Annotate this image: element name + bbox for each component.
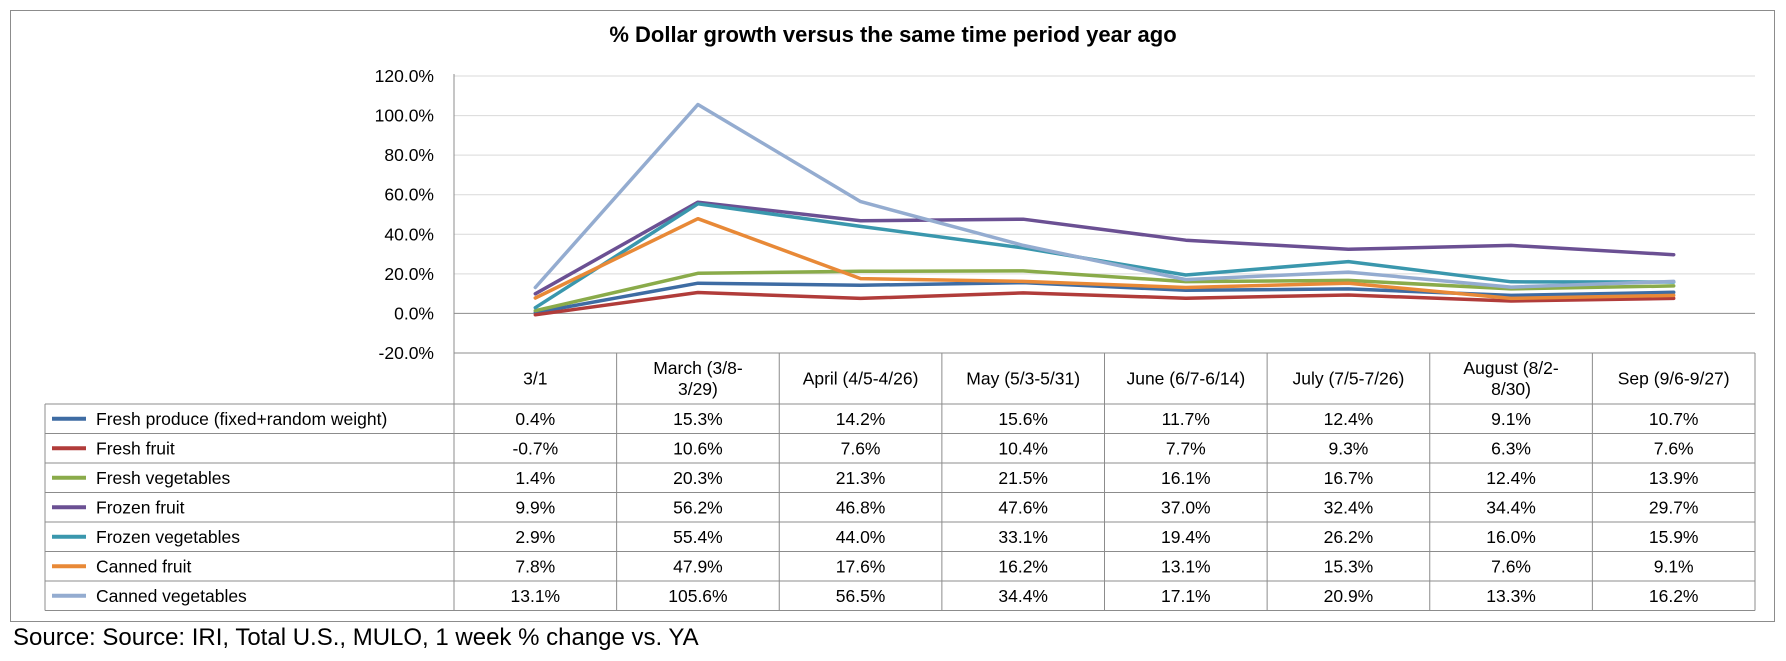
- chart-title: % Dollar growth versus the same time per…: [609, 22, 1177, 47]
- data-label: 13.1%: [1161, 556, 1211, 576]
- data-label: 47.9%: [673, 556, 723, 576]
- y-tick-label: 80.0%: [384, 145, 434, 165]
- data-label: 37.0%: [1161, 497, 1211, 517]
- data-label: 11.7%: [1162, 409, 1210, 429]
- series-label: Fresh produce (fixed+random weight): [96, 409, 387, 429]
- category-header: 3/1: [523, 369, 547, 389]
- data-label: 34.4%: [1486, 497, 1536, 517]
- data-label: 12.4%: [1324, 409, 1374, 429]
- category-header: May (5/3-5/31): [966, 369, 1080, 389]
- data-label: 13.3%: [1486, 586, 1536, 606]
- series-line-5: [533, 216, 1676, 301]
- data-label: 17.1%: [1161, 586, 1211, 606]
- series-label: Fresh vegetables: [96, 468, 230, 488]
- y-tick-label: 0.0%: [394, 303, 434, 323]
- data-label: 15.6%: [998, 409, 1048, 429]
- data-label: 7.6%: [841, 438, 881, 458]
- data-label: 1.4%: [515, 468, 555, 488]
- data-label: 16.2%: [1649, 586, 1699, 606]
- series-lines: [533, 102, 1676, 317]
- data-label: 7.6%: [1491, 556, 1531, 576]
- y-tick-label: 40.0%: [384, 224, 434, 244]
- line-chart-with-data-table: -20.0% 0.0% 20.0% 40.0% 60.0% 80.0% 100.0% 120.…: [44, 66, 1756, 611]
- y-axis-tick-labels: -20.0% 0.0% 20.0% 40.0% 60.0% 80.0% 100.0% 120.…: [375, 66, 434, 363]
- data-label: 16.0%: [1486, 527, 1536, 547]
- data-label: 21.5%: [998, 468, 1048, 488]
- y-tick-label: -20.0%: [379, 343, 434, 363]
- data-label: 16.2%: [998, 556, 1048, 576]
- data-table: 3/1 March (3/8-3/29) April (4/5-4/26) May (…: [44, 352, 1756, 611]
- data-label: 14.2%: [836, 409, 886, 429]
- data-label: 7.7%: [1166, 438, 1206, 458]
- data-label: 15.9%: [1649, 527, 1699, 547]
- series-line-6: [533, 102, 1676, 290]
- y-tick-label: 120.0%: [375, 66, 434, 86]
- series-line-1: [533, 290, 1676, 317]
- series-label: Canned vegetables: [96, 586, 247, 606]
- data-label: 33.1%: [998, 527, 1048, 547]
- y-tick-label: 20.0%: [384, 264, 434, 284]
- data-label: 9.1%: [1491, 409, 1531, 429]
- data-label: 26.2%: [1324, 527, 1374, 547]
- y-tick-label: 100.0%: [375, 106, 434, 126]
- data-label: 2.9%: [515, 527, 555, 547]
- series-label: Frozen fruit: [96, 497, 185, 517]
- category-header: June (6/7-6/14): [1126, 369, 1245, 389]
- data-label: 32.4%: [1324, 497, 1374, 517]
- category-header: March (3/8-3/29): [653, 358, 743, 399]
- data-label: 7.6%: [1654, 438, 1694, 458]
- data-label: 16.7%: [1324, 468, 1374, 488]
- data-label: 7.8%: [515, 556, 555, 576]
- data-label: 15.3%: [673, 409, 723, 429]
- data-label: 44.0%: [836, 527, 886, 547]
- series-label: Fresh fruit: [96, 438, 175, 458]
- data-label: 13.1%: [511, 586, 561, 606]
- data-label: 20.9%: [1324, 586, 1374, 606]
- data-label: 55.4%: [673, 527, 723, 547]
- data-label: 105.6%: [668, 586, 727, 606]
- data-label: 16.1%: [1161, 468, 1211, 488]
- data-label: 19.4%: [1161, 527, 1211, 547]
- data-label: 9.9%: [515, 497, 555, 517]
- data-label: 6.3%: [1491, 438, 1531, 458]
- category-header: August (8/2-8/30): [1463, 358, 1558, 399]
- series-line-2: [533, 269, 1676, 313]
- data-label: 20.3%: [673, 468, 723, 488]
- series-label: Canned fruit: [96, 556, 191, 576]
- data-label: 34.4%: [998, 586, 1048, 606]
- data-label: 9.3%: [1328, 438, 1368, 458]
- data-label: 21.3%: [836, 468, 886, 488]
- data-label: 9.1%: [1654, 556, 1694, 576]
- series-line-3: [533, 200, 1676, 296]
- category-header: July (7/5-7/26): [1293, 369, 1405, 389]
- y-tick-label: 60.0%: [384, 185, 434, 205]
- data-label: 10.6%: [673, 438, 723, 458]
- data-label: 47.6%: [998, 497, 1048, 517]
- data-label: -0.7%: [512, 438, 558, 458]
- data-label: 0.4%: [515, 409, 555, 429]
- chart-frame: [10, 10, 1775, 622]
- series-label: Frozen vegetables: [96, 527, 240, 547]
- data-label: 56.2%: [673, 497, 723, 517]
- data-label: 15.3%: [1324, 556, 1374, 576]
- source-note: Source: Source: IRI, Total U.S., MULO, 1…: [13, 624, 699, 651]
- data-label: 10.7%: [1649, 409, 1699, 429]
- data-label: 46.8%: [836, 497, 886, 517]
- data-label: 12.4%: [1486, 468, 1536, 488]
- data-label: 17.6%: [836, 556, 886, 576]
- data-label: 13.9%: [1649, 468, 1699, 488]
- category-header: Sep (9/6-9/27): [1618, 369, 1730, 389]
- data-label: 29.7%: [1649, 497, 1699, 517]
- data-label: 10.4%: [998, 438, 1048, 458]
- gridlines: [453, 74, 1755, 354]
- category-header: April (4/5-4/26): [803, 369, 919, 389]
- data-label: 56.5%: [836, 586, 886, 606]
